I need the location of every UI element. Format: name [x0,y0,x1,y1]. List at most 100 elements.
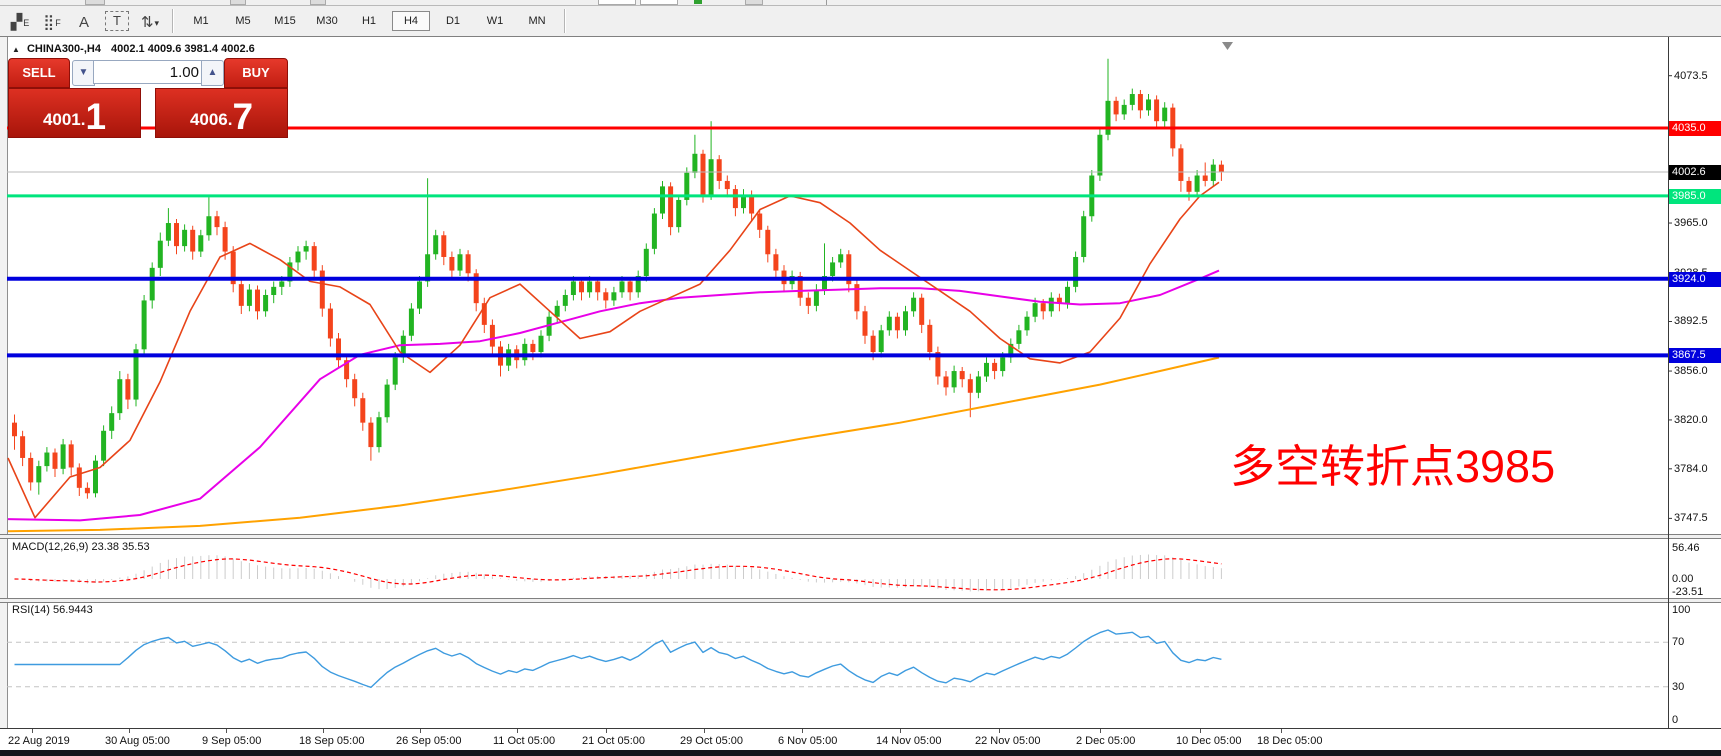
candle-body [1202,175,1208,181]
candle-body [538,335,544,353]
candle-body [854,284,860,312]
chart-symbol-header: ▲ CHINA300-,H4 4002.1 4009.6 3981.4 4002… [12,43,255,55]
candle-body [822,275,827,290]
candle-body [441,235,447,257]
time-tick-mark [900,729,901,733]
buy-button[interactable]: BUY [224,58,288,88]
candle-body [141,300,147,350]
candle-body [773,254,779,271]
buy-price-display[interactable]: 4006. 7 [155,88,288,138]
indicator-grid-icon[interactable]: ⣿ F [43,14,61,31]
time-axis[interactable]: 22 Aug 2019 30 Aug 05:00 9 Sep 05:00 18 Sep… [0,729,1721,750]
rsi-panel-splitter[interactable] [0,598,1721,603]
candle-body [668,186,674,228]
candle-body [165,223,171,241]
time-tick-mark [323,729,324,733]
symbol-timeframe: CHINA300-,H4 [26,43,101,55]
candle-body [295,251,301,263]
candle-body [392,357,398,385]
candle-body [660,186,665,214]
cut-green-mark [694,0,702,4]
candle-body [457,254,463,271]
timeframe-button-m30[interactable]: M30 [316,15,338,27]
expert-advisors-icon[interactable]: ▞ E [10,14,30,31]
candle-body [967,379,973,393]
candle-body [319,270,325,309]
timeframe-button-m1[interactable]: M1 [193,15,209,27]
candle-body [1081,216,1087,257]
timeframe-button-m15[interactable]: M15 [274,15,296,27]
candle-body [368,422,374,448]
time-axis-label: 14 Nov 05:00 [876,735,942,747]
cut-button-sliver [85,0,105,5]
candle-body [417,281,422,309]
price-axis-tick-label: 3856.0 [1674,365,1708,378]
volume-input[interactable] [93,60,203,84]
volume-increase-button[interactable]: ▲ [201,60,224,86]
candle-body [749,194,755,214]
timeframe-button-mn[interactable]: MN [528,15,546,27]
candle-body [93,460,98,494]
price-level-badge: 3924.0 [1669,271,1721,287]
candle-body [1218,164,1224,172]
timeframe-button-d1[interactable]: D1 [445,15,461,27]
sell-button[interactable]: SELL [8,58,70,88]
candle-body [174,223,179,247]
candle-body [271,286,277,296]
macd-axis-tick-label: -23.51 [1672,585,1704,598]
timeframe-button-h1[interactable]: H1 [361,15,377,27]
candle-body [109,413,115,431]
candle-body [182,229,188,247]
candle-body [1032,303,1038,317]
chart-annotation-text: 多空转折点3985 [1230,441,1556,492]
ohlc-values: 4002.1 4009.6 3981.4 4002.6 [111,43,255,55]
text-box-icon[interactable]: T [105,11,129,31]
ma-medium-line [7,269,1220,522]
candle-body [797,275,803,298]
candle-body [700,153,706,195]
candle-body [117,379,123,414]
candle-body [384,384,390,418]
candle-body [765,229,771,255]
candle-body [255,289,260,312]
candle-body [303,246,309,252]
timeframe-button-w1[interactable]: W1 [486,15,504,27]
candle-body [684,172,690,200]
candle-body [643,248,649,276]
arrow-tools-icon[interactable]: ⇅ ▾ [140,14,160,31]
candle-body [1162,107,1168,122]
timeframe-button-m5[interactable]: M5 [235,15,251,27]
candle-body [975,376,981,393]
candle-body [125,379,131,400]
cut-button-sliver [230,0,246,5]
candle-body [287,262,293,282]
collapse-trade-panel-icon[interactable]: ▲ [12,45,20,54]
sell-price-display[interactable]: 4001. 1 [8,88,141,138]
buy-price-pip: 7 [232,96,254,137]
candle-body [870,335,876,353]
one-click-trading-panel: SELL ▼ ▲ BUY 4001. 1 4006. 7 [8,58,288,138]
candle-body [530,343,536,353]
candle-body [28,457,34,483]
candle-body [603,292,609,301]
time-axis-label: 30 Aug 05:00 [105,735,170,747]
macd-panel-splitter[interactable] [0,534,1721,539]
timeframe-button-h4[interactable]: H4 [392,11,430,31]
time-tick-mark [704,729,705,733]
candle-body [886,316,892,331]
candle-body [1210,164,1216,181]
volume-decrease-button[interactable]: ▼ [72,60,95,86]
price-axis-tick-label: 3820.0 [1674,413,1708,426]
chart-window-top-border [0,36,1721,37]
candle-body [635,275,641,293]
price-axis-tick-label: 3747.5 [1674,512,1708,525]
candle-body [336,338,341,361]
time-axis-label: 21 Oct 05:00 [582,735,645,747]
candle-body [1129,94,1135,105]
candle-body [1016,330,1022,344]
text-label-icon[interactable]: A [78,14,89,31]
bottom-window-edge [0,750,1721,756]
time-axis-label: 22 Aug 2019 [8,735,70,747]
candle-body [878,330,884,353]
